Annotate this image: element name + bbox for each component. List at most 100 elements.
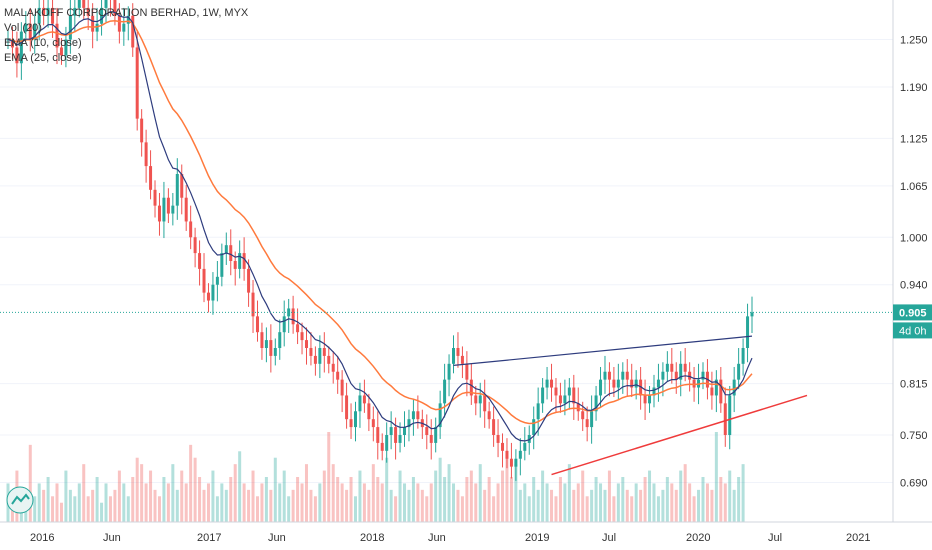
candle-body xyxy=(616,379,620,388)
candle-body xyxy=(15,47,19,64)
indicator-volume[interactable]: Vol (20) xyxy=(4,22,42,34)
candle-body xyxy=(331,363,335,372)
volume-bar xyxy=(438,457,442,522)
volume-bar xyxy=(670,483,674,522)
grid-lines xyxy=(0,39,893,483)
volume-bar xyxy=(51,496,55,522)
volume-bar xyxy=(741,464,745,522)
volume-bar xyxy=(42,489,46,522)
volume-bar xyxy=(385,457,389,522)
volume-bar xyxy=(77,483,81,522)
candle-body xyxy=(527,435,531,443)
candle-body xyxy=(233,261,237,269)
volume-bar xyxy=(723,483,727,522)
volume-bar xyxy=(215,496,219,522)
candle-body xyxy=(683,363,687,372)
y-tick-label: 1.190 xyxy=(900,82,928,94)
volume-bar xyxy=(122,483,126,522)
volume-bar xyxy=(242,483,246,522)
volume-bar xyxy=(683,464,687,522)
candle-body xyxy=(532,419,536,435)
volume-bar xyxy=(719,477,723,522)
candle-body xyxy=(536,403,540,420)
x-tick-label: 2020 xyxy=(686,532,710,544)
candle-body xyxy=(429,435,433,443)
volume-bar xyxy=(532,477,536,522)
candle-body xyxy=(273,348,277,356)
candle-body xyxy=(389,427,393,435)
volume-bar xyxy=(175,489,179,522)
candle-body xyxy=(474,395,478,404)
candle-body xyxy=(434,427,438,443)
volume-bar xyxy=(206,483,210,522)
volume-bar xyxy=(162,477,166,522)
candle-body xyxy=(24,23,28,32)
candle-body xyxy=(425,427,429,435)
volume-bar xyxy=(82,464,86,522)
candle-body xyxy=(590,411,594,428)
candle-body xyxy=(349,419,353,428)
indicator-ema-25[interactable]: EMA (25, close) xyxy=(4,52,82,64)
candle-body xyxy=(82,0,86,8)
volume-bar xyxy=(296,477,300,522)
candle-body xyxy=(206,292,210,301)
volume-bar xyxy=(91,489,95,522)
candle-body xyxy=(28,23,32,40)
candle-body xyxy=(648,395,652,404)
volume-bar xyxy=(554,496,558,522)
volume-bar xyxy=(599,483,603,522)
tradingview-logo-icon[interactable] xyxy=(6,486,34,514)
candle-body xyxy=(581,411,585,420)
volume-bar xyxy=(648,470,652,522)
candle-body xyxy=(385,435,389,451)
volume-bar xyxy=(536,489,540,522)
candle-body xyxy=(91,15,95,32)
candle-body xyxy=(19,31,23,64)
candle-body xyxy=(104,0,108,8)
candle-body xyxy=(175,174,179,206)
volume-bar xyxy=(679,470,683,522)
last-price-label: 0.905 xyxy=(899,307,927,319)
volume-bar xyxy=(545,483,549,522)
candle-body xyxy=(465,363,469,380)
volume-bar xyxy=(469,470,473,522)
trend-lines xyxy=(453,335,808,476)
volume-bar xyxy=(251,470,255,522)
volume-bar xyxy=(309,489,313,522)
volume-bar xyxy=(474,483,478,522)
volume-bar xyxy=(238,451,242,522)
volume-bar xyxy=(336,477,340,522)
candle-body xyxy=(251,292,255,317)
volume-bar xyxy=(523,483,527,522)
candle-body xyxy=(554,387,558,396)
volume-bar xyxy=(86,496,90,522)
candle-body xyxy=(607,371,611,380)
candle-body xyxy=(367,403,371,420)
y-tick-label: 1.065 xyxy=(900,181,928,193)
volume-bar xyxy=(478,464,482,522)
volume-bar xyxy=(24,502,28,522)
volume-bar xyxy=(362,483,366,522)
volume-bar xyxy=(37,483,41,522)
volume-bar xyxy=(345,489,349,522)
volume-bar xyxy=(198,477,202,522)
indicator-ema-10[interactable]: EMA (10, close) xyxy=(4,37,82,49)
candle-body xyxy=(157,205,161,222)
candle-body xyxy=(68,15,72,40)
y-tick-label: 0.750 xyxy=(900,430,928,442)
volume-bar xyxy=(656,496,660,522)
chart-title: MALAKOFF CORPORATION BERHAD, 1W, MYX xyxy=(4,7,249,19)
candle-body xyxy=(492,419,496,435)
volume-bar xyxy=(131,477,135,522)
candle-body xyxy=(674,371,678,380)
volume-bar xyxy=(340,483,344,522)
candle-body xyxy=(746,316,750,348)
volume-bar xyxy=(28,444,32,522)
candle-body xyxy=(558,395,562,404)
volume-bar xyxy=(630,496,634,522)
volume-bar xyxy=(541,470,545,522)
volume-bar xyxy=(634,483,638,522)
volume-bar xyxy=(64,470,68,522)
candle-body xyxy=(59,47,63,56)
